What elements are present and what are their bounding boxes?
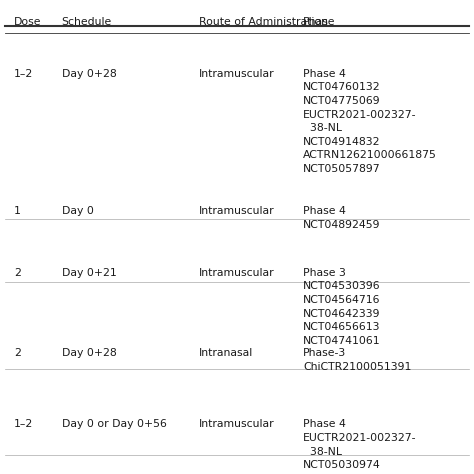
Text: Day 0+28: Day 0+28 [62,348,117,358]
Text: Intramuscular: Intramuscular [199,268,275,278]
Text: Schedule: Schedule [62,17,112,27]
Text: Day 0+21: Day 0+21 [62,268,117,278]
Text: Phase: Phase [303,17,336,27]
Text: Dose: Dose [14,17,42,27]
Text: Phase 4
EUCTR2021-002327-
  38-NL
NCT05030974
NCT05037266: Phase 4 EUCTR2021-002327- 38-NL NCT05030… [303,419,417,474]
Text: Phase 4
NCT04892459: Phase 4 NCT04892459 [303,206,381,230]
Text: Day 0: Day 0 [62,206,93,216]
Text: 1: 1 [14,206,21,216]
Text: Day 0+28: Day 0+28 [62,69,117,79]
Text: 1–2: 1–2 [14,69,34,79]
Text: Intramuscular: Intramuscular [199,419,275,429]
Text: 1–2: 1–2 [14,419,34,429]
Text: Route of Administration: Route of Administration [199,17,328,27]
Text: 2: 2 [14,348,21,358]
Text: Phase-3
ChiCTR2100051391: Phase-3 ChiCTR2100051391 [303,348,412,372]
Text: Phase 4
NCT04760132
NCT04775069
EUCTR2021-002327-
  38-NL
NCT04914832
ACTRN12621: Phase 4 NCT04760132 NCT04775069 EUCTR202… [303,69,437,174]
Text: Phase 3
NCT04530396
NCT04564716
NCT04642339
NCT04656613
NCT04741061: Phase 3 NCT04530396 NCT04564716 NCT04642… [303,268,381,346]
Text: Intramuscular: Intramuscular [199,69,275,79]
Text: Day 0 or Day 0+56: Day 0 or Day 0+56 [62,419,166,429]
Text: Intranasal: Intranasal [199,348,253,358]
Text: 2: 2 [14,268,21,278]
Text: Intramuscular: Intramuscular [199,206,275,216]
